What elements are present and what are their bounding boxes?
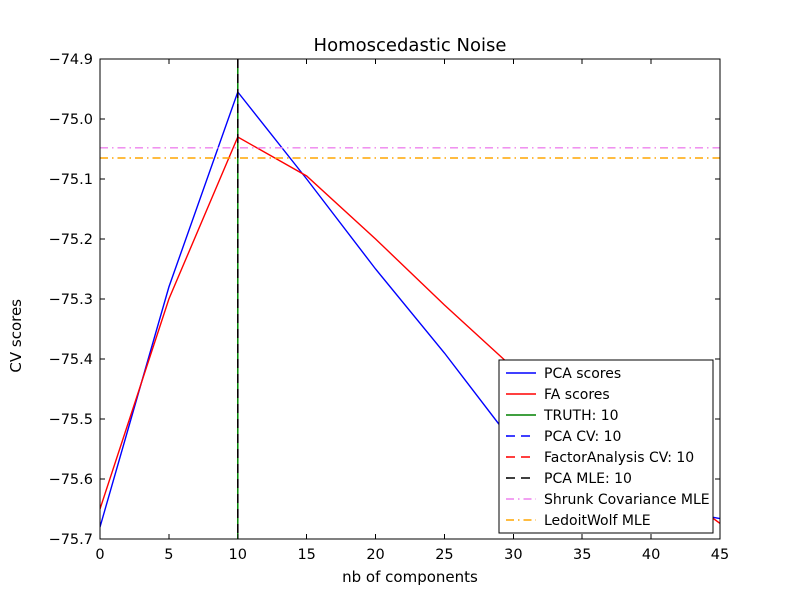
legend-entry-truth-10: TRUTH: 10 [506,408,619,424]
x-tick-label: 20 [366,547,384,563]
legend-entry-pca-mle-10: PCA MLE: 10 [506,471,632,487]
legend: PCA scores FA scores TRUTH: 10 PCA CV: 10 Fa… [498,359,714,534]
legend-entry-shrunk-covariance-mle: Shrunk Covariance MLE [506,492,710,508]
x-tick-label: 0 [95,547,104,563]
legend-label: LedoitWolf MLE [544,513,651,529]
x-tick-label: 40 [642,547,660,563]
legend-entry-fa-scores: FA scores [506,387,610,403]
legend-label: FactorAnalysis CV: 10 [544,450,694,466]
legend-label: FA scores [544,387,610,403]
y-tick-label: −75.7 [49,532,93,548]
legend-entry-ledoitwolf-mle: LedoitWolf MLE [506,513,651,529]
chart-title: Homoscedastic Noise [313,35,507,56]
legend-label: PCA scores [544,366,621,382]
legend-entry-pca-cv-10: PCA CV: 10 [506,429,621,445]
legend-entry-factoranalysis-cv-10: FactorAnalysis CV: 10 [506,450,694,466]
x-tick-label: 25 [435,547,453,563]
y-tick-label: −74.9 [49,52,93,68]
legend-box [498,359,714,534]
y-axis-label-text: CV scores [7,299,25,373]
y-tick-label: −75.4 [49,352,93,368]
y-tick-label: −75.5 [49,412,93,428]
legend-entry-pca-scores: PCA scores [506,366,621,382]
x-tick-label: 10 [229,547,247,563]
y-tick-label: −75.1 [49,172,93,188]
legend-label: PCA CV: 10 [544,429,621,445]
tick-marks [99,58,721,540]
legend-label: PCA MLE: 10 [544,471,632,487]
legend-label: TRUTH: 10 [543,408,619,424]
x-tick-label: 30 [504,547,522,563]
y-tick-label: −75.0 [49,112,93,128]
x-tick-label: 35 [573,547,591,563]
x-tick-label: 15 [297,547,315,563]
legend-label: Shrunk Covariance MLE [544,492,710,508]
y-tick-label: −75.6 [49,472,93,488]
x-tick-label: 45 [711,547,729,563]
tick-labels: 0 5 10 15 20 25 30 35 40 45 −74.9 −75.0 −75.1 −75.2 −7… [49,52,730,563]
x-tick-label: 5 [164,547,173,563]
x-axis-label: nb of components [342,568,478,586]
y-tick-label: −75.2 [49,232,93,248]
y-tick-label: −75.3 [49,292,93,308]
